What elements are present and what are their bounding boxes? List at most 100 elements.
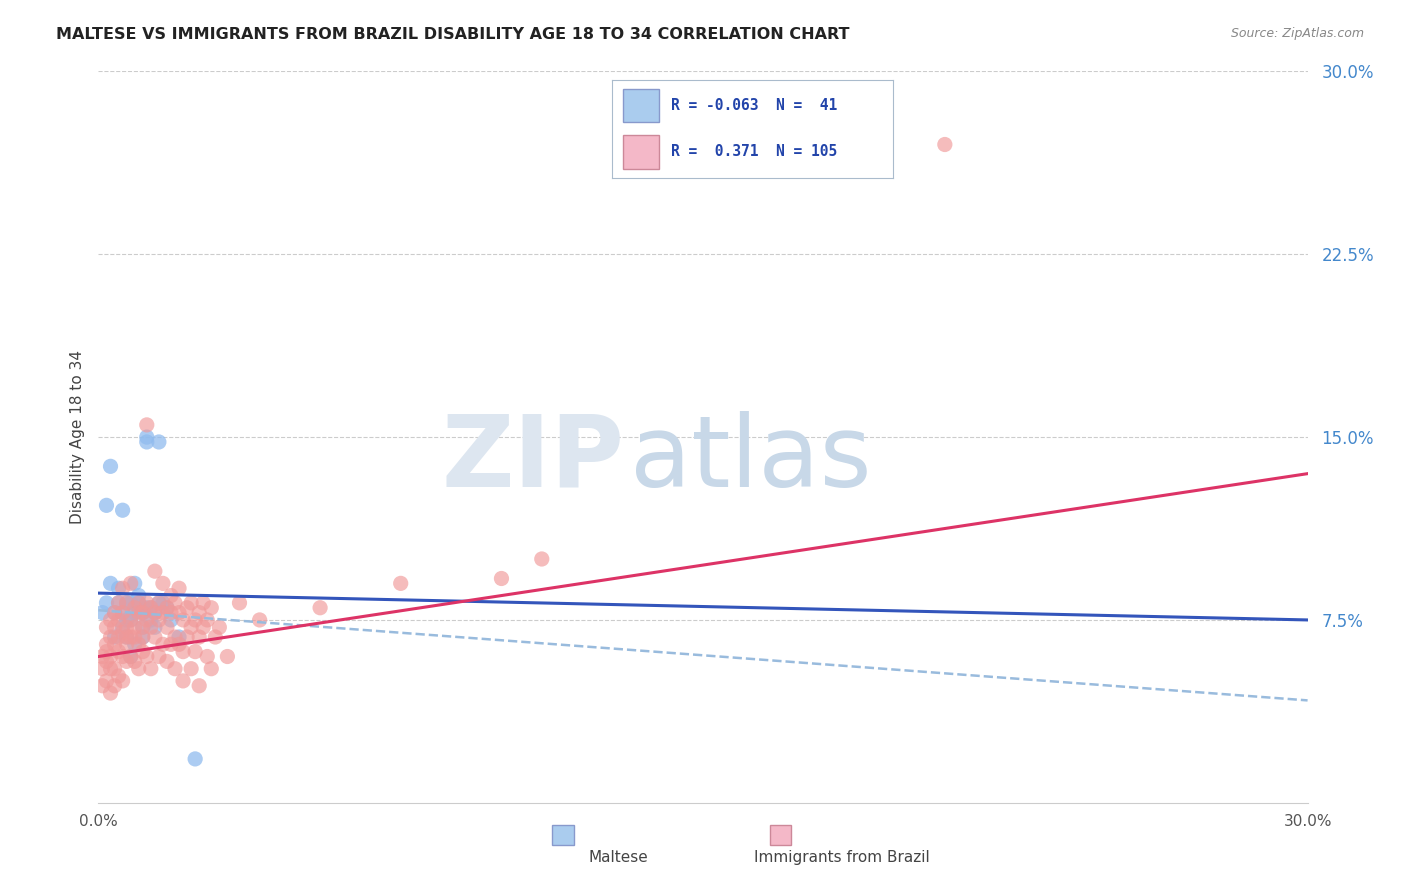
Point [124,620,146,634]
Point [148,596,170,610]
Text: R = -0.063  N =  41: R = -0.063 N = 41 [671,98,837,113]
Point [163,596,186,610]
Point [156,600,179,615]
Point [160,637,183,651]
Point [111,503,134,517]
Point [91,662,114,676]
Point [152,576,174,591]
Point [160,613,183,627]
Point [111,625,134,640]
Point [132,606,155,620]
Point [152,637,174,651]
Point [249,613,271,627]
Text: atlas: atlas [630,410,872,508]
Point [156,654,179,668]
Point [96,673,118,688]
Point [128,600,150,615]
Point [103,606,125,620]
Point [120,649,142,664]
Point [163,662,186,676]
Point [172,613,194,627]
Point [152,606,174,620]
Point [188,630,211,644]
FancyBboxPatch shape [623,89,659,122]
Point [167,630,190,644]
Point [135,430,157,444]
Point [115,654,138,668]
Point [96,499,118,513]
Point [107,630,129,644]
Point [100,630,122,644]
Point [120,576,142,591]
Text: Source: ZipAtlas.com: Source: ZipAtlas.com [1230,27,1364,40]
Point [128,662,150,676]
Point [103,606,125,620]
Point [115,613,138,627]
Point [160,589,183,603]
Point [195,613,218,627]
Point [124,600,146,615]
Point [143,564,166,578]
Point [143,620,166,634]
Point [115,596,138,610]
Point [103,679,125,693]
Point [111,620,134,634]
Point [132,606,155,620]
Point [143,630,166,644]
Point [100,576,122,591]
Point [160,606,183,620]
Point [115,620,138,634]
Point [115,630,138,644]
Point [100,686,122,700]
Point [195,649,218,664]
Point [124,630,146,644]
Y-axis label: Disability Age 18 to 34: Disability Age 18 to 34 [69,350,84,524]
Point [107,613,129,627]
Point [200,600,222,615]
Point [389,576,412,591]
Point [103,630,125,644]
Point [148,613,170,627]
Point [100,649,122,664]
Point [309,600,332,615]
Point [120,613,142,627]
Bar [551,825,574,846]
Point [135,613,157,627]
Point [135,417,157,432]
Point [135,649,157,664]
Point [180,596,202,610]
Point [148,434,170,449]
Point [111,649,134,664]
Point [176,600,198,615]
Point [139,662,162,676]
Point [96,637,118,651]
Point [120,630,142,644]
Point [228,596,250,610]
Point [132,630,155,644]
Point [124,576,146,591]
Point [100,613,122,627]
Point [491,572,513,586]
Point [135,596,157,610]
Point [135,600,157,615]
Point [184,752,207,766]
Point [172,645,194,659]
Point [120,649,142,664]
Point [111,606,134,620]
Point [193,620,215,634]
Point [124,637,146,651]
Text: MALTESE VS IMMIGRANTS FROM BRAZIL DISABILITY AGE 18 TO 34 CORRELATION CHART: MALTESE VS IMMIGRANTS FROM BRAZIL DISABI… [56,27,849,42]
Point [91,679,114,693]
Point [530,552,553,566]
Point [124,606,146,620]
Point [103,662,125,676]
Point [132,620,155,634]
Point [193,596,215,610]
Point [91,649,114,664]
Point [128,606,150,620]
Point [120,596,142,610]
Point [128,637,150,651]
Point [132,630,155,644]
Point [128,596,150,610]
Point [120,613,142,627]
